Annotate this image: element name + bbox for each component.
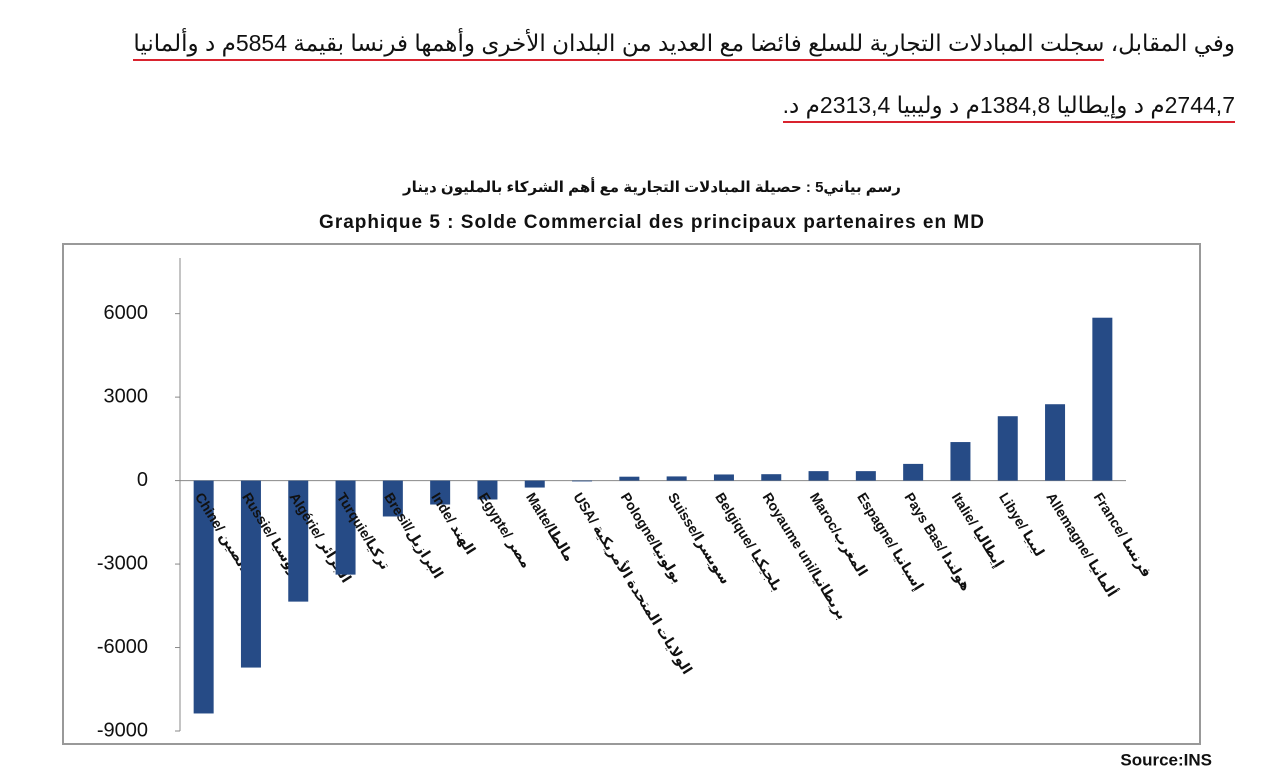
y-tick-label: 6000	[104, 302, 149, 324]
x-tick-label: Inde/ الهند	[428, 490, 479, 558]
bar	[193, 480, 214, 714]
bar	[808, 471, 829, 481]
bar	[855, 471, 876, 481]
bar	[382, 480, 403, 517]
chart-frame	[62, 243, 1201, 745]
bar	[666, 476, 687, 481]
bar	[430, 480, 451, 505]
y-tick-label: -3000	[97, 552, 148, 574]
bar	[240, 480, 261, 668]
bar	[997, 416, 1018, 481]
y-tick-label: 3000	[104, 385, 149, 407]
bar	[1045, 404, 1066, 481]
bar	[477, 480, 498, 500]
bar	[524, 480, 545, 488]
bar	[335, 480, 356, 575]
bar	[572, 480, 593, 482]
source: Source:INS	[1120, 750, 1212, 769]
chart-title: Graphique 5 : Solde Commercial des princ…	[319, 212, 985, 233]
chart-subtitle: رسم بياني5 : حصيلة المبادلات التجارية مع…	[402, 177, 901, 196]
text: وفي المقابل،	[1104, 30, 1235, 56]
bar	[288, 480, 309, 602]
underlined-text: سجلت المبادلات التجارية للسلع فائضا مع ا…	[133, 30, 1105, 61]
bar	[619, 476, 640, 481]
paragraph-line: 2744,7م د وإيطاليا 1384,8م د وليبيا 2313…	[782, 92, 1235, 123]
x-tick-label: Royaume uni/بريطانيا	[759, 490, 851, 623]
bar	[761, 474, 782, 481]
x-tick-label: Libye/ ليبيا	[996, 490, 1048, 560]
bar	[1092, 317, 1113, 481]
underlined-text: 2744,7م د وإيطاليا 1384,8م د وليبيا 2313…	[782, 92, 1235, 123]
bar	[713, 474, 734, 481]
paragraph-line: وفي المقابل، سجلت المبادلات التجارية للس…	[133, 30, 1235, 61]
y-tick-label: 0	[137, 469, 148, 491]
x-tick-label: Malte/مالطا	[523, 490, 578, 564]
y-tick-label: -6000	[97, 636, 148, 658]
bar	[950, 442, 971, 481]
bar	[903, 463, 924, 481]
y-tick-label: -9000	[97, 719, 148, 741]
